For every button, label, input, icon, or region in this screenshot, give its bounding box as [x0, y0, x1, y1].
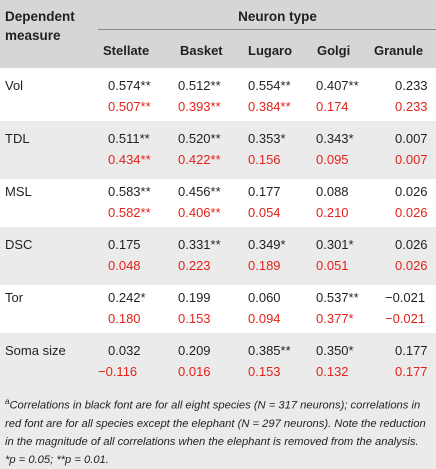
value-all-species-granule: 0.177 — [395, 343, 428, 358]
value-no-elephant-granule: 0.026 — [395, 258, 428, 273]
value-all-species-granule: 0.007 — [395, 131, 428, 146]
value-no-elephant-golgi: 0.210 — [316, 205, 349, 220]
value-all-species-granule: 0.026 — [395, 184, 428, 199]
value-no-elephant-basket: 0.406** — [178, 205, 221, 220]
value-all-species-stellate: 0.583** — [108, 184, 151, 199]
value-all-species-basket: 0.520** — [178, 131, 221, 146]
table-footnote: aCorrelations in black font are for all … — [0, 385, 436, 469]
table-row-msl: MSL 0.583** 0.456** 0.177 0.088 0.026 0.… — [0, 174, 436, 232]
table-row-tor: Tor 0.242* 0.199 0.060 0.537** −0.021 0.… — [0, 280, 436, 338]
value-no-elephant-granule: 0.007 — [395, 152, 428, 167]
table-row-vol: Vol 0.574** 0.512** 0.554** 0.407** 0.23… — [0, 68, 436, 126]
value-no-elephant-granule: 0.233 — [395, 99, 428, 114]
table-header: Dependent measure Neuron type Stellate B… — [0, 0, 436, 68]
value-all-species-golgi: 0.343* — [316, 131, 354, 146]
table-row-soma-size: Soma size 0.032 0.209 0.385** 0.350* 0.1… — [0, 333, 436, 391]
row-label: Soma size — [5, 343, 66, 358]
value-no-elephant-granule: 0.177 — [395, 364, 428, 379]
value-all-species-golgi: 0.350* — [316, 343, 354, 358]
value-no-elephant-basket: 0.153 — [178, 311, 211, 326]
value-all-species-basket: 0.199 — [178, 290, 211, 305]
value-all-species-stellate: 0.574** — [108, 78, 151, 93]
row-label: Tor — [5, 290, 24, 305]
value-no-elephant-granule: 0.026 — [395, 205, 428, 220]
value-all-species-lugaro: 0.353* — [248, 131, 286, 146]
column-header-lugaro: Lugaro — [248, 43, 293, 58]
column-header-granule: Granule — [374, 43, 424, 58]
value-no-elephant-golgi: 0.051 — [316, 258, 349, 273]
row-label: MSL — [5, 184, 32, 199]
table-row-tdl: TDL 0.511** 0.520** 0.353* 0.343* 0.007 … — [0, 121, 436, 179]
header-divider — [98, 29, 436, 30]
value-no-elephant-stellate: −0.116 — [98, 364, 138, 379]
value-no-elephant-lugaro: 0.189 — [248, 258, 281, 273]
value-all-species-granule: 0.233 — [395, 78, 428, 93]
column-header-stellate: Stellate — [103, 43, 150, 58]
row-label: Vol — [5, 78, 24, 93]
value-no-elephant-lugaro: 0.094 — [248, 311, 281, 326]
value-all-species-basket: 0.209 — [178, 343, 211, 358]
footnote-body: Correlations in black font are for all e… — [5, 399, 426, 466]
dependent-measure-heading: Dependent measure — [5, 9, 75, 43]
value-all-species-granule: 0.026 — [395, 237, 428, 252]
value-no-elephant-basket: 0.016 — [178, 364, 211, 379]
value-all-species-granule: −0.021 — [385, 290, 426, 305]
row-label: TDL — [5, 131, 30, 146]
value-all-species-golgi: 0.088 — [316, 184, 349, 199]
value-all-species-golgi: 0.537** — [316, 290, 359, 305]
row-label: DSC — [5, 237, 33, 252]
value-all-species-stellate: 0.242* — [108, 290, 146, 305]
footnote-text: aCorrelations in black font are for all … — [5, 393, 431, 469]
value-no-elephant-lugaro: 0.384** — [248, 99, 291, 114]
value-no-elephant-golgi: 0.377* — [316, 311, 354, 326]
value-all-species-stellate: 0.511** — [108, 131, 150, 146]
value-all-species-stellate: 0.032 — [108, 343, 141, 358]
value-no-elephant-golgi: 0.095 — [316, 152, 349, 167]
footnote-marker: a — [5, 397, 10, 406]
value-no-elephant-basket: 0.422** — [178, 152, 221, 167]
value-all-species-stellate: 0.175 — [108, 237, 141, 252]
value-all-species-golgi: 0.301* — [316, 237, 354, 252]
value-no-elephant-stellate: 0.582** — [108, 205, 151, 220]
value-all-species-basket: 0.331** — [178, 237, 221, 252]
neuron-type-heading: Neuron type — [238, 9, 317, 24]
value-no-elephant-granule: −0.021 — [385, 311, 426, 326]
value-no-elephant-golgi: 0.174 — [316, 99, 349, 114]
table-row-dsc: DSC 0.175 0.331** 0.349* 0.301* 0.026 0.… — [0, 227, 436, 285]
value-no-elephant-stellate: 0.507** — [108, 99, 151, 114]
value-no-elephant-stellate: 0.048 — [108, 258, 141, 273]
value-no-elephant-stellate: 0.434** — [108, 152, 151, 167]
column-header-golgi: Golgi — [317, 43, 351, 58]
value-all-species-lugaro: 0.385** — [248, 343, 291, 358]
value-no-elephant-basket: 0.223 — [178, 258, 211, 273]
column-header-basket: Basket — [180, 43, 223, 58]
value-no-elephant-stellate: 0.180 — [108, 311, 141, 326]
value-no-elephant-lugaro: 0.156 — [248, 152, 281, 167]
value-all-species-golgi: 0.407** — [316, 78, 359, 93]
value-no-elephant-golgi: 0.132 — [316, 364, 349, 379]
value-all-species-lugaro: 0.554** — [248, 78, 291, 93]
value-all-species-lugaro: 0.060 — [248, 290, 281, 305]
value-all-species-lugaro: 0.177 — [248, 184, 281, 199]
value-no-elephant-lugaro: 0.054 — [248, 205, 281, 220]
value-no-elephant-lugaro: 0.153 — [248, 364, 281, 379]
value-all-species-lugaro: 0.349* — [248, 237, 286, 252]
value-all-species-basket: 0.456** — [178, 184, 221, 199]
value-all-species-basket: 0.512** — [178, 78, 221, 93]
value-no-elephant-basket: 0.393** — [178, 99, 221, 114]
